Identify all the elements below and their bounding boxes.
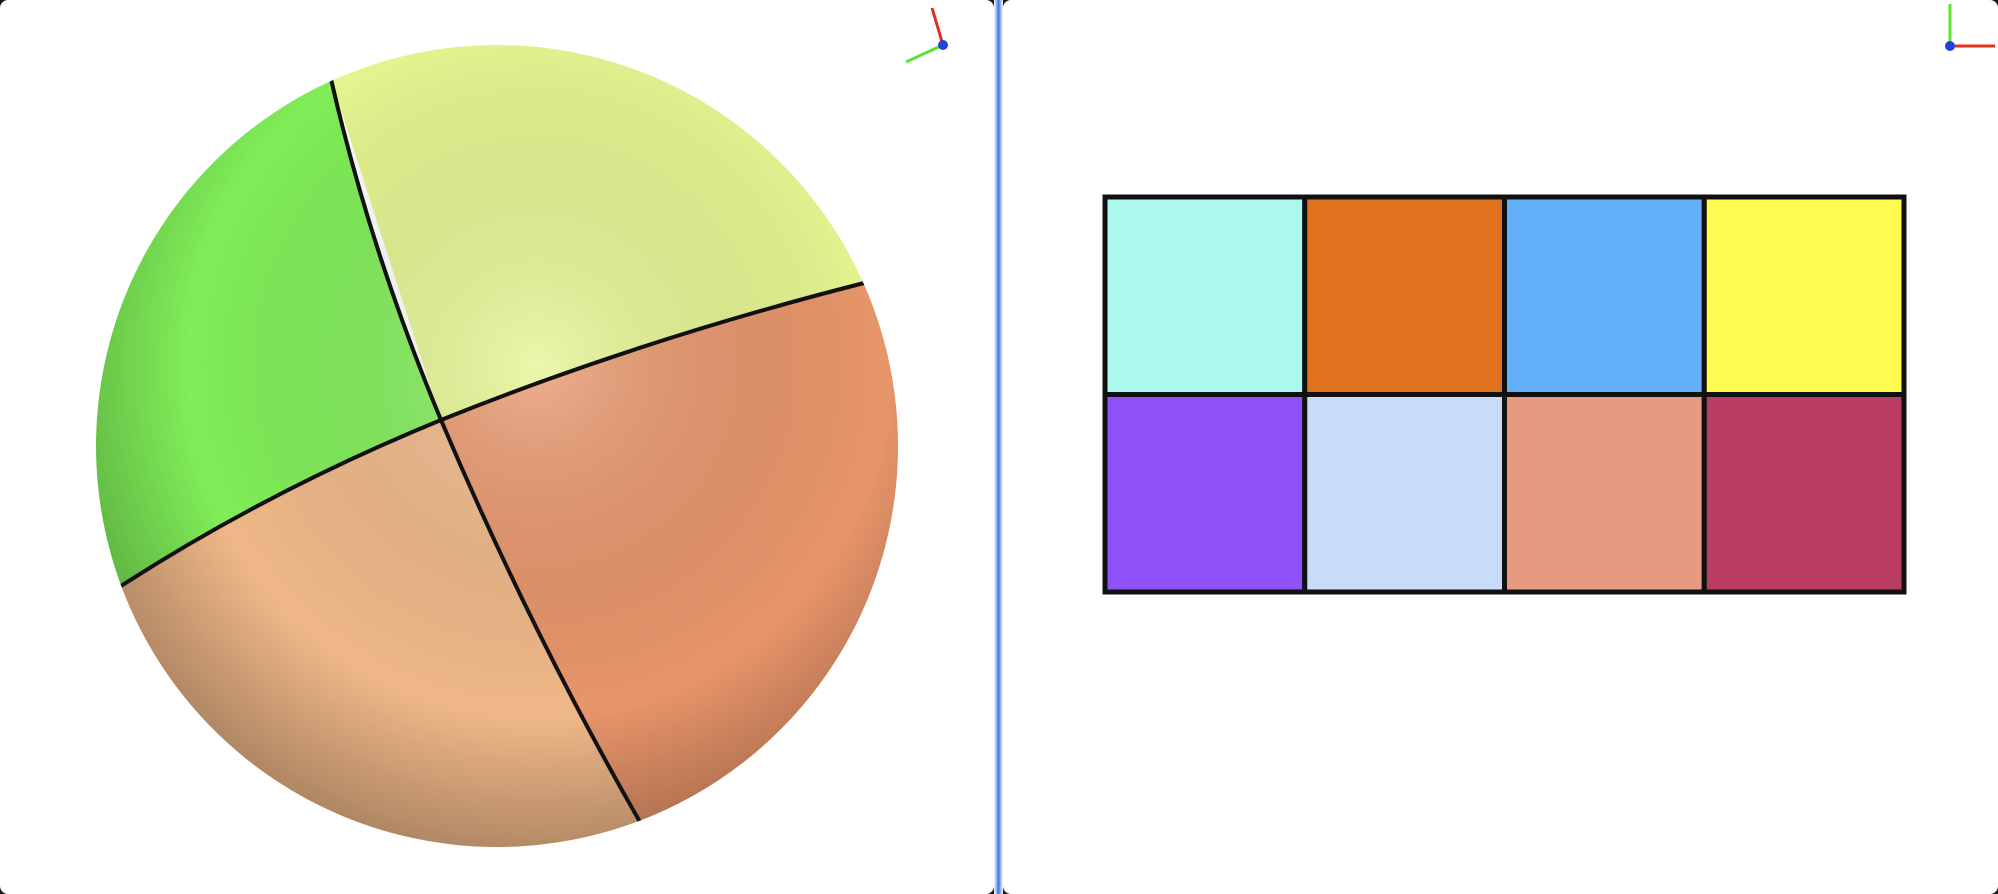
edge	[329, 78, 642, 823]
axis-triad	[1945, 4, 1995, 51]
axis-triad	[905, 7, 948, 64]
grid-cell	[1302, 194, 1507, 397]
sphere	[96, 45, 898, 847]
grid-cell	[1102, 392, 1308, 595]
edge	[119, 281, 865, 588]
sphere-shading	[96, 45, 898, 847]
color-grid	[1102, 194, 1907, 595]
splitter[interactable]	[994, 0, 1003, 894]
grid-cell	[1102, 194, 1308, 397]
grid-cell	[1502, 392, 1707, 595]
grid-cell	[1302, 392, 1507, 595]
grid-cell	[1701, 194, 1907, 397]
grid-cell	[1502, 194, 1707, 397]
grid-cell	[1701, 392, 1907, 595]
